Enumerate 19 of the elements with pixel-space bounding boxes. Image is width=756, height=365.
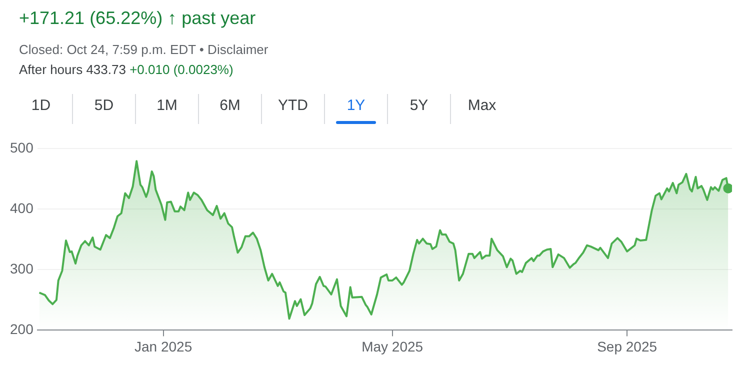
chart-subtitle: Closed: Oct 24, 7:59 p.m. EDT • Disclaimer	[19, 42, 268, 57]
text: 1M	[135, 94, 198, 124]
text: 5D	[72, 94, 135, 124]
text: Max	[450, 94, 513, 124]
y-tick-label: 300	[10, 260, 34, 276]
chart-title: +171.21 (65.22%) ↑ past year	[19, 8, 256, 29]
text: 6M	[198, 94, 261, 124]
y-tick-label: 400	[10, 200, 34, 216]
y-tick-label: 200	[10, 321, 34, 338]
text: 1Y	[324, 94, 387, 124]
text: +0.010 (0.0023%)	[130, 62, 234, 77]
text: After hours 433.73	[19, 62, 126, 77]
x-tick-label: Jan 2025	[134, 338, 192, 354]
text: YTD	[261, 94, 324, 124]
y-tick-label: 500	[10, 139, 34, 156]
text: 5Y	[387, 94, 450, 124]
text: 1D	[30, 96, 52, 116]
x-tick-label: Sep 2025	[597, 338, 658, 354]
x-tick-label: May 2025	[362, 338, 424, 354]
